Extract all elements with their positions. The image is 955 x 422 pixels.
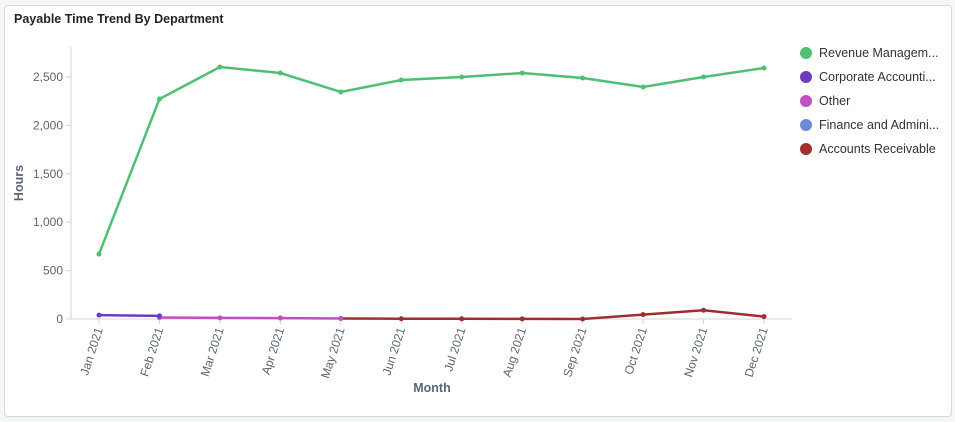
data-point bbox=[217, 315, 223, 321]
data-point bbox=[640, 84, 646, 90]
legend-item[interactable]: Corporate Accounti... bbox=[800, 65, 939, 89]
data-point bbox=[277, 70, 283, 76]
data-point bbox=[277, 315, 283, 321]
data-point bbox=[701, 74, 707, 80]
data-point bbox=[398, 77, 404, 83]
x-tick-label: Nov 2021 bbox=[681, 325, 710, 378]
x-tick-label: Mar 2021 bbox=[198, 325, 227, 378]
y-tick-label: 1,000 bbox=[33, 215, 63, 229]
chart-title: Payable Time Trend By Department bbox=[14, 12, 224, 26]
legend-label: Corporate Accounti... bbox=[819, 70, 936, 84]
legend-label: Other bbox=[819, 94, 851, 108]
legend-label: Accounts Receivable bbox=[819, 142, 936, 156]
y-tick-label: 2,000 bbox=[33, 118, 63, 132]
legend-item[interactable]: Revenue Managem... bbox=[800, 41, 939, 65]
series-line bbox=[97, 65, 765, 255]
series-other bbox=[156, 315, 344, 322]
y-tick-label: 500 bbox=[43, 264, 63, 278]
x-tick-label: Dec 2021 bbox=[742, 325, 771, 378]
legend-item[interactable]: Finance and Admini... bbox=[800, 113, 939, 137]
data-point bbox=[96, 312, 102, 318]
series-corporate-accounti- bbox=[96, 312, 162, 319]
series-revenue-managem- bbox=[96, 64, 767, 257]
data-point bbox=[96, 251, 102, 257]
legend-dot-icon bbox=[800, 95, 812, 107]
legend-item[interactable]: Other bbox=[800, 89, 939, 113]
data-point bbox=[338, 89, 344, 95]
legend-label: Finance and Admini... bbox=[819, 118, 940, 132]
x-tick-label: Oct 2021 bbox=[622, 325, 650, 376]
legend-dot-icon bbox=[800, 71, 812, 83]
data-point bbox=[580, 75, 586, 81]
data-point bbox=[156, 313, 162, 319]
data-point bbox=[640, 312, 646, 318]
data-point bbox=[761, 65, 767, 71]
data-point bbox=[761, 314, 767, 320]
y-tick-label: 0 bbox=[56, 312, 63, 326]
series-line bbox=[159, 316, 341, 320]
data-point bbox=[217, 64, 223, 70]
data-point bbox=[519, 70, 525, 76]
x-axis-title: Month bbox=[413, 381, 450, 395]
x-tick-label: Sep 2021 bbox=[560, 325, 589, 379]
y-axis-title: Hours bbox=[12, 165, 26, 201]
series-line bbox=[340, 309, 765, 321]
legend-label: Revenue Managem... bbox=[819, 46, 939, 60]
data-point bbox=[459, 74, 465, 80]
x-tick-label: May 2021 bbox=[318, 325, 348, 380]
data-point bbox=[338, 316, 344, 322]
x-tick-label: Aug 2021 bbox=[500, 325, 529, 379]
data-point bbox=[398, 316, 404, 322]
chart-card: Payable Time Trend By Department bbox=[4, 5, 952, 417]
series-line bbox=[98, 313, 160, 318]
legend: Revenue Managem... Corporate Accounti... O… bbox=[800, 41, 939, 161]
series-accounts-receivable bbox=[338, 307, 767, 322]
data-point bbox=[156, 96, 162, 102]
legend-dot-icon bbox=[800, 47, 812, 59]
data-point bbox=[519, 316, 525, 322]
y-tick-label: 1,500 bbox=[33, 167, 63, 181]
x-tick-label: Jul 2021 bbox=[441, 325, 468, 373]
y-tick-label: 2,500 bbox=[33, 70, 63, 84]
legend-dot-icon bbox=[800, 143, 812, 155]
x-tick-label: Jan 2021 bbox=[77, 325, 106, 377]
data-point bbox=[580, 316, 586, 322]
x-tick-label: Jun 2021 bbox=[380, 325, 409, 377]
legend-item[interactable]: Accounts Receivable bbox=[800, 137, 939, 161]
data-point bbox=[459, 316, 465, 322]
x-tick-label: Feb 2021 bbox=[137, 325, 166, 378]
data-point bbox=[701, 307, 707, 313]
legend-dot-icon bbox=[800, 119, 812, 131]
x-tick-label: Apr 2021 bbox=[259, 325, 287, 376]
